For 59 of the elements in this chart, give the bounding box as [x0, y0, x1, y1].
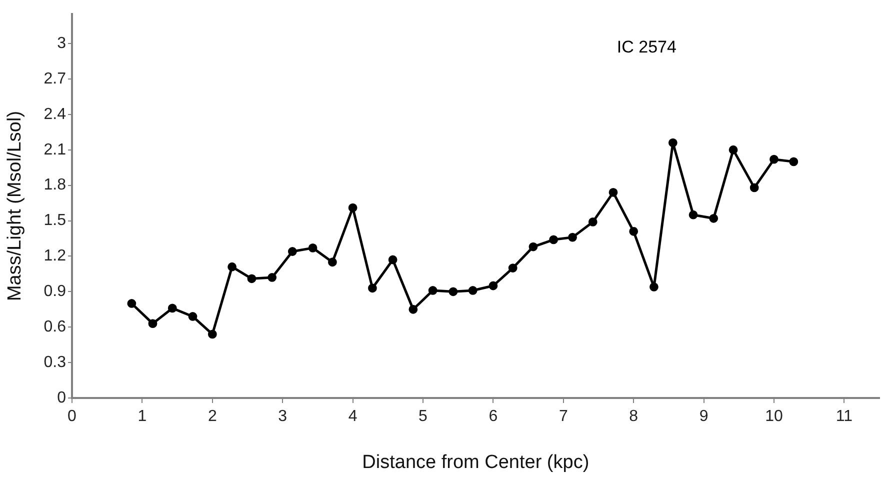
point: [770, 154, 778, 164]
y-tick-label: 0.6: [44, 318, 66, 336]
point: [668, 138, 678, 148]
point: [568, 232, 577, 242]
point: [328, 258, 337, 267]
point: [148, 319, 158, 328]
y-axis-title: Mass/Light (Msol/Lsol): [4, 110, 26, 302]
point: [288, 247, 297, 256]
point: [408, 304, 418, 314]
y-tick-label: 2.1: [44, 141, 66, 158]
point: [528, 242, 538, 252]
x-tick-label: 4: [348, 408, 358, 426]
point: [247, 274, 256, 284]
x-axis-title: Distance from Center (kpc): [362, 452, 590, 473]
x-tick-label: 11: [836, 408, 853, 426]
point: [308, 243, 318, 252]
point: [428, 286, 438, 295]
point: [750, 183, 759, 192]
x-tick-label: 7: [558, 408, 568, 426]
point: [468, 286, 478, 295]
y-tick-label: 0.9: [44, 283, 66, 300]
x-tick-label: 8: [629, 408, 638, 426]
x-tick-label: 9: [699, 408, 708, 426]
x-tick-label: 10: [765, 408, 783, 426]
point: [168, 304, 177, 313]
point: [188, 312, 198, 321]
point: [789, 157, 798, 166]
y-tick-label: 3: [57, 34, 66, 52]
point: [208, 330, 217, 339]
point: [650, 282, 658, 292]
point: [268, 273, 277, 282]
y-tick-label: 1.2: [44, 248, 66, 265]
point: [588, 218, 598, 226]
point: [709, 214, 718, 223]
y-tick-label: 0.3: [44, 354, 66, 371]
point: [348, 203, 358, 212]
point: [629, 226, 638, 236]
x-tick-label: 6: [488, 408, 498, 426]
x-tick-label: 3: [278, 408, 288, 426]
y-tick-label: 1.8: [44, 176, 66, 194]
x-tick-label: 2: [208, 408, 217, 426]
point: [608, 188, 618, 197]
y-tick-label: 2.7: [44, 70, 66, 88]
point: [688, 210, 698, 220]
y-tick-label: 0: [57, 389, 66, 406]
point: [127, 299, 136, 308]
x-tick-label: 1: [138, 408, 147, 426]
point: [368, 284, 377, 293]
point: [388, 255, 398, 264]
y-tick-label: 2.4: [44, 106, 66, 123]
annotation: IC 2574: [616, 38, 676, 57]
point: [228, 262, 237, 272]
point: [488, 281, 498, 290]
point: [448, 287, 458, 296]
point: [549, 235, 558, 244]
y-tick-label: 1.5: [44, 212, 66, 230]
point: [728, 145, 738, 154]
point: [508, 264, 518, 272]
x-tick-label: 5: [418, 408, 428, 426]
